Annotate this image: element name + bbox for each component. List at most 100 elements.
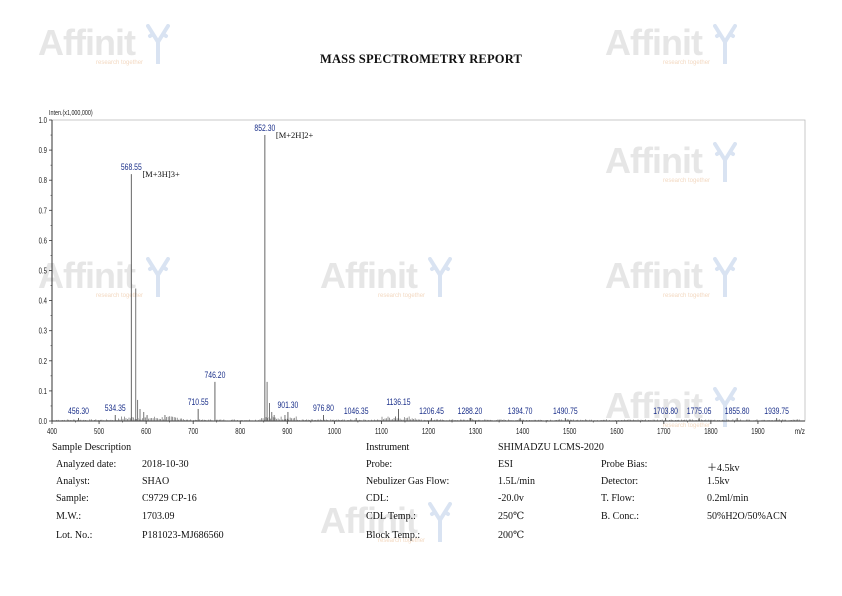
watermark-antibody-icon bbox=[713, 257, 737, 297]
watermark-tagline: research together bbox=[96, 293, 144, 299]
peak-label: 1939.75 bbox=[764, 406, 789, 416]
sample-field-label: M.W.: bbox=[56, 511, 82, 522]
instrument-field-value: 200℃ bbox=[498, 530, 525, 541]
watermark-antibody-icon bbox=[713, 387, 737, 427]
watermark-logo: Affinit research together bbox=[38, 255, 170, 299]
peak-label: 568.55 bbox=[121, 162, 142, 172]
sample-field-label: Sample: bbox=[56, 493, 89, 504]
peak-label: 1394.70 bbox=[508, 406, 533, 416]
watermark-tagline: research together bbox=[663, 60, 711, 66]
y-tick-label: 0.8 bbox=[39, 178, 47, 186]
watermark-tagline: research together bbox=[663, 293, 711, 299]
ion-annotation: [M+3H]3+ bbox=[142, 169, 180, 179]
x-tick-label: 800 bbox=[235, 428, 245, 436]
instrument-field-value: 1.5L/min bbox=[498, 476, 535, 487]
x-tick-label: 1400 bbox=[516, 428, 529, 436]
instrument-field-value: -20.0v bbox=[498, 493, 524, 504]
sample-field-value: P181023-MJ686560 bbox=[142, 530, 224, 541]
sample-field-value: C9729 CP-16 bbox=[142, 493, 197, 504]
peak-label: 1703.80 bbox=[653, 406, 678, 416]
watermark-logo: Affinit research together bbox=[605, 22, 737, 66]
ion-annotation: [M+2H]2+ bbox=[276, 130, 314, 140]
x-tick-label: 1800 bbox=[704, 428, 717, 436]
y-axis-title: Inten.(x1,000,000) bbox=[49, 109, 93, 117]
sample-field-value: SHAO bbox=[142, 476, 170, 487]
watermark-brand: Affinit bbox=[605, 385, 703, 426]
sample-field-label: Lot. No.: bbox=[56, 530, 93, 541]
watermark-logo: Affinit research together bbox=[605, 385, 737, 429]
peak-label: 746.20 bbox=[204, 370, 225, 380]
peak-label: 1855.80 bbox=[725, 406, 750, 416]
x-tick-label: 500 bbox=[94, 428, 104, 436]
watermark-brand: Affinit bbox=[38, 22, 136, 63]
instrument-field-value: 1.5kv bbox=[707, 476, 730, 487]
peak-label: 1490.75 bbox=[553, 406, 578, 416]
peak-label: 456.30 bbox=[68, 406, 89, 416]
peak-label: 1206.45 bbox=[419, 406, 444, 416]
y-tick-label: 0.9 bbox=[39, 147, 47, 155]
watermark-tagline: research together bbox=[96, 60, 144, 66]
watermark-brand: Affinit bbox=[320, 500, 418, 541]
x-tick-label: 1900 bbox=[751, 428, 764, 436]
mass-spectrum-chart: 0.0 0.1 0.2 0.3 0.4 0.5 0.6 0.7 0.8 0.9 1.0 400 500 6… bbox=[39, 109, 806, 436]
instrument-field-value: 250℃ bbox=[498, 511, 525, 522]
instrument-field-label: Nebulizer Gas Flow: bbox=[366, 476, 450, 487]
instrument-field-value: ＋4.5kv bbox=[707, 463, 740, 474]
watermark-tagline: research together bbox=[663, 178, 711, 184]
peak-label: 901.30 bbox=[277, 400, 298, 410]
watermark-brand: Affinit bbox=[605, 255, 703, 296]
peak-label: 852.30 bbox=[254, 123, 275, 133]
peak-label: 1775.05 bbox=[687, 406, 712, 416]
watermark-logo: Affinit research together bbox=[605, 255, 737, 299]
y-tick-label: 0.5 bbox=[39, 268, 47, 276]
instrument-field-value: 0.2ml/min bbox=[707, 493, 749, 504]
watermark-antibody-icon bbox=[428, 502, 452, 542]
watermark-logo: Affinit research together bbox=[320, 255, 452, 299]
watermark-brand: Affinit bbox=[605, 140, 703, 181]
instrument-field-label: Probe: bbox=[366, 459, 393, 470]
report-title: MASS SPECTROMETRY REPORT bbox=[319, 52, 523, 66]
instrument-field-label: Block Temp.: bbox=[366, 530, 421, 541]
sample-field-label: Analyzed date: bbox=[56, 459, 117, 470]
instrument-field-label: Detector: bbox=[601, 476, 639, 487]
watermark-antibody-icon bbox=[428, 257, 452, 297]
instrument-model: SHIMADZU LCMS-2020 bbox=[498, 442, 604, 453]
x-tick-label: 1500 bbox=[563, 428, 576, 436]
instrument-heading: Instrument bbox=[366, 442, 410, 453]
instrument-field-value: ESI bbox=[498, 459, 513, 470]
x-tick-label: 1600 bbox=[610, 428, 623, 436]
peak-label: 1288.20 bbox=[458, 406, 483, 416]
watermark-antibody-icon bbox=[713, 24, 737, 64]
watermark-logo: Affinit research together bbox=[605, 140, 737, 184]
watermark-tagline: research together bbox=[378, 538, 426, 544]
watermark-antibody-icon bbox=[713, 142, 737, 182]
y-tick-label: 1.0 bbox=[39, 117, 47, 125]
peak-label: 710.55 bbox=[188, 397, 209, 407]
x-tick-label: 400 bbox=[47, 428, 57, 436]
watermark-logo: Affinit research together bbox=[38, 22, 170, 66]
y-tick-label: 0.3 bbox=[39, 328, 47, 336]
sample-heading: Sample Description bbox=[52, 442, 132, 453]
instrument-field-label: CDL Temp.: bbox=[366, 511, 416, 522]
y-tick-label: 0.1 bbox=[39, 388, 47, 396]
y-tick-label: 0.4 bbox=[39, 298, 47, 306]
y-tick-label: 0.7 bbox=[39, 208, 47, 216]
sample-field-value: 2018-10-30 bbox=[142, 459, 189, 470]
watermark-brand: Affinit bbox=[320, 255, 418, 296]
watermark-brand: Affinit bbox=[38, 255, 136, 296]
instrument-field-label: Probe Bias: bbox=[601, 459, 648, 470]
x-tick-label: 1700 bbox=[657, 428, 670, 436]
sample-field-label: Analyst: bbox=[56, 476, 90, 487]
peak-label: 1046.35 bbox=[344, 406, 369, 416]
watermark-logo: Affinit research together bbox=[320, 500, 452, 544]
x-tick-label: 1200 bbox=[422, 428, 435, 436]
instrument-field-label: T. Flow: bbox=[601, 493, 635, 504]
instrument-field-label: CDL: bbox=[366, 493, 389, 504]
x-tick-label: 1300 bbox=[469, 428, 482, 436]
watermark-tagline: research together bbox=[378, 293, 426, 299]
x-tick-label: 900 bbox=[282, 428, 292, 436]
y-tick-label: 0.0 bbox=[39, 418, 47, 426]
y-tick-label: 0.2 bbox=[39, 358, 47, 366]
x-axis-title: m/z bbox=[795, 426, 806, 436]
x-tick-label: 1100 bbox=[375, 428, 388, 436]
